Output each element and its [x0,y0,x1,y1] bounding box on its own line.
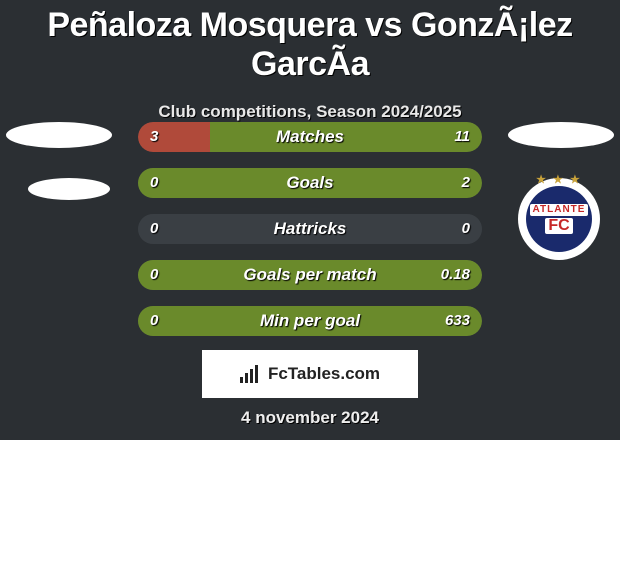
stat-value-left: 0 [150,260,158,290]
player-right-avatar-placeholder [508,122,614,148]
atlante-badge: ★ ★ ★ ATLANTE FC [526,186,592,252]
stat-value-left: 0 [150,214,158,244]
snapshot-date: 4 november 2024 [0,408,620,428]
stat-rows: Matches311Goals02Hattricks00Goals per ma… [138,122,482,352]
comparison-card: Peñaloza Mosquera vs GonzÃ¡lez GarcÃ­a C… [0,0,620,440]
player-right-club-badge: ★ ★ ★ ATLANTE FC [518,178,600,260]
player-left-avatar-placeholder [6,122,112,148]
stat-value-right: 633 [445,306,470,336]
stat-value-right: 2 [462,168,470,198]
stat-value-right: 0.18 [441,260,470,290]
stat-row: Goals0 2 [138,168,482,198]
stat-value-left: 0 [150,168,158,198]
page-title: Peñaloza Mosquera vs GonzÃ¡lez GarcÃ­a [0,0,620,84]
stat-row: Min per goal0 633 [138,306,482,336]
stat-label: Goals [138,168,482,198]
badge-stars: ★ ★ ★ [536,175,582,186]
stat-row: Goals per match0 0.18 [138,260,482,290]
badge-fc: FC [545,218,572,234]
page-subtitle: Club competitions, Season 2024/2025 [0,102,620,122]
stat-row: Matches3 11 [138,122,482,152]
stat-value-left: 0 [150,306,158,336]
source-logo: FcTables.com [202,350,418,398]
stat-value-left: 3 [150,122,158,152]
stat-label: Hattricks [138,214,482,244]
bar-chart-icon [240,365,262,383]
badge-name: ATLANTE [530,204,589,216]
stat-value-right: 11 [454,122,470,152]
stat-label: Matches [138,122,482,152]
stat-label: Min per goal [138,306,482,336]
stat-label: Goals per match [138,260,482,290]
player-left-club-placeholder [28,178,110,200]
stat-row: Hattricks0 0 [138,214,482,244]
stat-value-right: 0 [462,214,470,244]
source-logo-text: FcTables.com [268,364,380,384]
